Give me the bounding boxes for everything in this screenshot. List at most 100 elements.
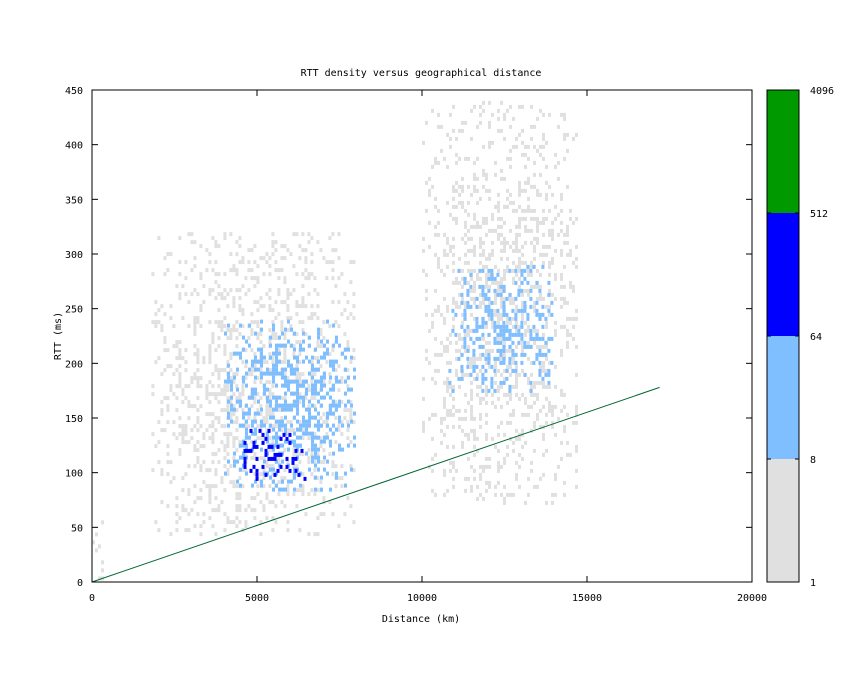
heatmap-cell: [551, 492, 554, 497]
heatmap-cell: [241, 384, 245, 389]
heatmap-cell: [236, 479, 239, 484]
heatmap-cell: [502, 356, 506, 361]
heatmap-cell: [316, 240, 320, 245]
heatmap-cell: [314, 379, 317, 384]
heatmap-cell: [476, 436, 479, 441]
heatmap-cell: [502, 348, 506, 353]
heatmap-cell: [527, 324, 530, 329]
heatmap-cell: [473, 284, 476, 289]
heatmap-cell: [273, 452, 277, 457]
heatmap-cell: [338, 447, 341, 452]
heatmap-cell: [317, 467, 320, 472]
heatmap-cell: [434, 412, 437, 417]
heatmap-cell: [485, 412, 488, 417]
heatmap-cell: [181, 428, 185, 433]
heatmap-cell: [298, 352, 302, 357]
heatmap-cell: [349, 408, 353, 413]
heatmap-cell: [523, 304, 527, 309]
heatmap-cell: [235, 320, 239, 325]
heatmap-cell: [286, 328, 290, 333]
heatmap-cell: [512, 324, 515, 329]
heatmap-cell: [443, 248, 446, 253]
heatmap-cell: [193, 524, 197, 529]
heatmap-cell: [264, 448, 268, 453]
heatmap-cell: [250, 328, 254, 333]
heatmap-cell: [449, 340, 452, 345]
heatmap-cell: [563, 424, 566, 429]
heatmap-cell: [319, 416, 323, 421]
heatmap-cell: [223, 456, 227, 461]
heatmap-cell: [277, 408, 281, 413]
heatmap-cell: [542, 368, 545, 373]
heatmap-cell: [319, 332, 323, 337]
heatmap-cell: [539, 220, 542, 225]
heatmap-cell: [533, 328, 536, 333]
heatmap-cell: [470, 296, 473, 301]
heatmap-cell: [208, 516, 212, 521]
heatmap-cell: [232, 440, 236, 445]
heatmap-cell: [346, 340, 350, 345]
heatmap-cell: [281, 371, 284, 376]
heatmap-cell: [187, 400, 191, 405]
heatmap-cell: [296, 383, 299, 388]
heatmap-cell: [509, 156, 512, 161]
heatmap-cell: [305, 355, 308, 360]
heatmap-cell: [187, 300, 191, 305]
heatmap-cell: [242, 375, 245, 380]
heatmap-cell: [244, 452, 248, 457]
heatmap-cell: [288, 440, 292, 445]
heatmap-cell: [512, 408, 515, 413]
heatmap-cell: [229, 412, 233, 417]
heatmap-cell: [226, 388, 230, 393]
heatmap-cell: [311, 439, 314, 444]
heatmap-cell: [284, 327, 287, 332]
heatmap-cell: [470, 488, 473, 493]
heatmap-cell: [440, 340, 443, 345]
heatmap-cell: [479, 104, 482, 109]
heatmap-cell: [230, 395, 233, 400]
heatmap-cell: [242, 379, 245, 384]
heatmap-cell: [269, 371, 272, 376]
heatmap-cell: [536, 148, 539, 153]
heatmap-cell: [274, 268, 278, 273]
heatmap-cell: [272, 379, 275, 384]
heatmap-cell: [329, 359, 332, 364]
heatmap-cell: [515, 144, 518, 149]
heatmap-cell: [458, 332, 461, 337]
heatmap-cell: [217, 320, 221, 325]
heatmap-cell: [263, 355, 266, 360]
heatmap-cell: [497, 108, 500, 113]
heatmap-cell: [256, 392, 260, 397]
heatmap-cell: [517, 332, 521, 337]
heatmap-cell: [527, 376, 530, 381]
heatmap-cell: [428, 220, 431, 225]
heatmap-cell: [527, 340, 530, 345]
heatmap-cell: [294, 468, 298, 473]
heatmap-cell: [223, 368, 227, 373]
heatmap-cell: [500, 248, 503, 253]
heatmap-cell: [352, 520, 356, 525]
heatmap-cell: [518, 204, 521, 209]
heatmap-cell: [232, 420, 236, 425]
heatmap-cell: [514, 296, 518, 301]
heatmap-cell: [470, 356, 473, 361]
heatmap-cell: [482, 464, 485, 469]
heatmap-cell: [301, 272, 305, 277]
heatmap-cell: [331, 276, 335, 281]
heatmap-cell: [238, 508, 242, 513]
heatmap-cell: [184, 472, 188, 477]
heatmap-cell: [178, 424, 182, 429]
heatmap-cell: [506, 256, 509, 261]
heatmap-cell: [172, 476, 176, 481]
heatmap-cell: [277, 456, 281, 461]
heatmap-cell: [455, 304, 458, 309]
heatmap-cell: [292, 448, 296, 453]
heatmap-cell: [280, 320, 284, 325]
heatmap-cell: [310, 372, 314, 377]
heatmap-cell: [455, 180, 458, 185]
heatmap-cell: [535, 356, 539, 361]
heatmap-cell: [346, 300, 350, 305]
heatmap-cell: [274, 424, 278, 429]
heatmap-cell: [243, 440, 247, 445]
heatmap-cell: [497, 388, 500, 393]
